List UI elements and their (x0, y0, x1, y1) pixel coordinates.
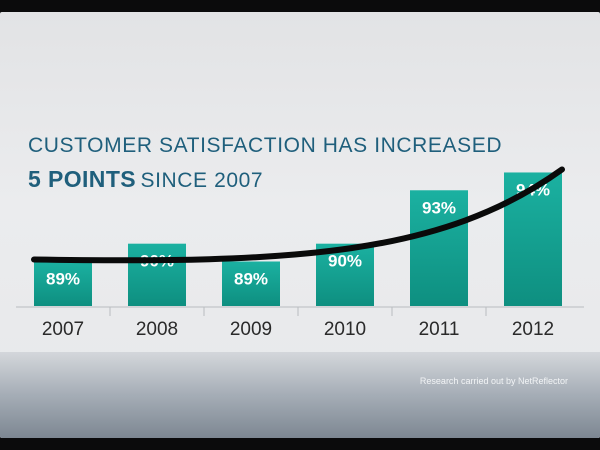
bar-2011 (410, 190, 468, 306)
slide-screen (0, 12, 600, 438)
data-label-2009: 89% (234, 269, 268, 288)
bar-2007 (34, 261, 92, 306)
x-tick-label-2007: 2007 (42, 319, 84, 340)
chart-title-line1: CUSTOMER SATISFACTION HAS INCREASED (28, 134, 503, 157)
chart-title-line2: 5 POINTS SINCE 2007 (28, 166, 263, 193)
bar-2012 (504, 172, 562, 306)
x-tick-label-2008: 2008 (136, 319, 178, 340)
research-credit: Research carried out by NetReflector (419, 376, 568, 386)
bar-2008 (128, 243, 186, 306)
chart-title-highlight: 5 POINTS (28, 166, 137, 192)
data-label-2011: 93% (422, 198, 456, 217)
data-label-2007: 89% (46, 269, 80, 288)
chart-title-rest: SINCE 2007 (140, 169, 264, 192)
x-tick-label-2010: 2010 (324, 319, 366, 340)
x-tick-label-2009: 2009 (230, 319, 272, 340)
x-tick-label-2011: 2011 (419, 319, 460, 340)
trend-curve (31, 166, 565, 264)
bar-2009 (222, 261, 280, 306)
data-label-2010: 90% (328, 252, 362, 271)
x-tick-label-2012: 2012 (512, 319, 554, 340)
footer-band (0, 352, 600, 438)
